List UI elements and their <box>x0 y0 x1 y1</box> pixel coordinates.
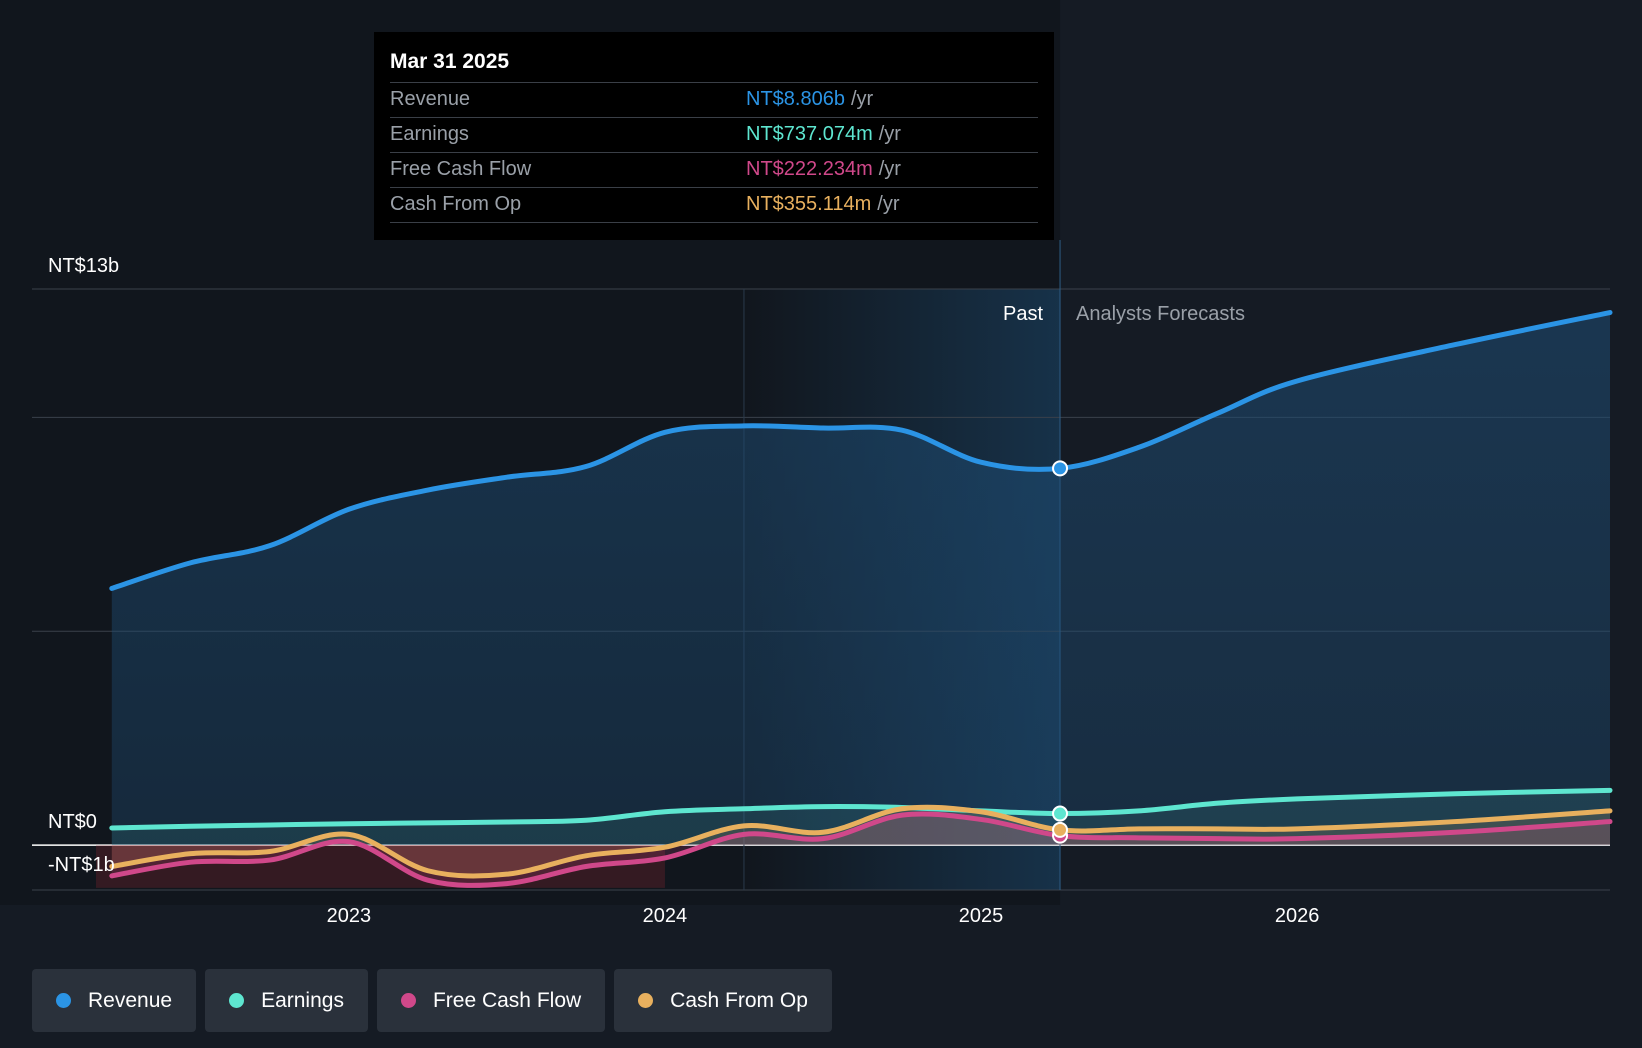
tooltip: Mar 31 2025 Revenue NT$8.806b /yr Earnin… <box>374 32 1054 240</box>
revenue-line <box>109 310 1613 591</box>
tooltip-label: Free Cash Flow <box>390 158 532 180</box>
tooltip-date: Mar 31 2025 <box>390 46 1038 83</box>
free-cash-flow-area <box>111 813 1611 886</box>
tooltip-label: Earnings <box>390 123 469 145</box>
tooltip-unit: /yr <box>877 193 900 215</box>
revenue-marker <box>1052 460 1069 477</box>
cash-from-op-area <box>111 807 1611 876</box>
tooltip-unit: /yr <box>850 88 874 110</box>
legend-item-revenue[interactable]: Revenue <box>32 969 197 1032</box>
free-cash-flow-line <box>109 811 1613 888</box>
y-tick-label: NT$13b <box>48 255 119 277</box>
legend: Revenue Earnings Free Cash Flow Cash Fro… <box>32 969 832 1032</box>
tooltip-label: Revenue <box>390 88 471 110</box>
forecast-label: Analysts Forecasts <box>1076 303 1245 325</box>
earnings-line <box>109 787 1613 831</box>
x-tick-label: 2025 <box>959 905 1004 927</box>
tooltip-row-revenue: Revenue NT$8.806b /yr <box>390 83 1038 118</box>
tooltip-value: NT$355.114m <box>746 193 872 215</box>
past-label: Past <box>1003 303 1043 325</box>
legend-label: Cash From Op <box>670 988 808 1012</box>
revenue-area <box>111 312 1611 846</box>
earnings-marker <box>1052 805 1069 822</box>
tooltip-value: NT$737.074m <box>746 123 873 145</box>
legend-item-free-cash-flow[interactable]: Free Cash Flow <box>376 969 606 1032</box>
tooltip-value: NT$8.806b <box>746 88 845 110</box>
legend-label: Earnings <box>261 988 344 1012</box>
x-tick-label: 2026 <box>1275 905 1320 927</box>
cash-from-op-marker <box>1052 821 1069 838</box>
tooltip-value: NT$222.234m <box>746 158 873 180</box>
revenue-dot-icon <box>56 993 71 1008</box>
y-tick-label: -NT$1b <box>48 854 115 876</box>
tooltip-row-free-cash-flow: Free Cash Flow NT$222.234m /yr <box>390 153 1038 188</box>
legend-label: Revenue <box>88 988 173 1012</box>
earnings-dot-icon <box>229 993 245 1008</box>
tooltip-row-cash-from-op: Cash From Op NT$355.114m /yr <box>390 188 1038 223</box>
cash-from-op-dot-icon <box>638 993 654 1008</box>
tooltip-label: Cash From Op <box>390 193 522 215</box>
legend-label: Free Cash Flow <box>432 988 582 1012</box>
tooltip-unit: /yr <box>878 158 901 180</box>
tooltip-unit: /yr <box>878 123 901 145</box>
legend-item-cash-from-op[interactable]: Cash From Op <box>614 969 832 1032</box>
y-tick-label: NT$0 <box>48 811 97 833</box>
legend-item-earnings[interactable]: Earnings <box>205 969 368 1032</box>
cash-from-op-line <box>109 804 1613 879</box>
x-tick-label: 2024 <box>643 905 688 927</box>
tooltip-row-earnings: Earnings NT$737.074m /yr <box>390 118 1038 153</box>
x-tick-label: 2023 <box>327 905 372 927</box>
free-cash-flow-dot-icon <box>400 993 416 1008</box>
